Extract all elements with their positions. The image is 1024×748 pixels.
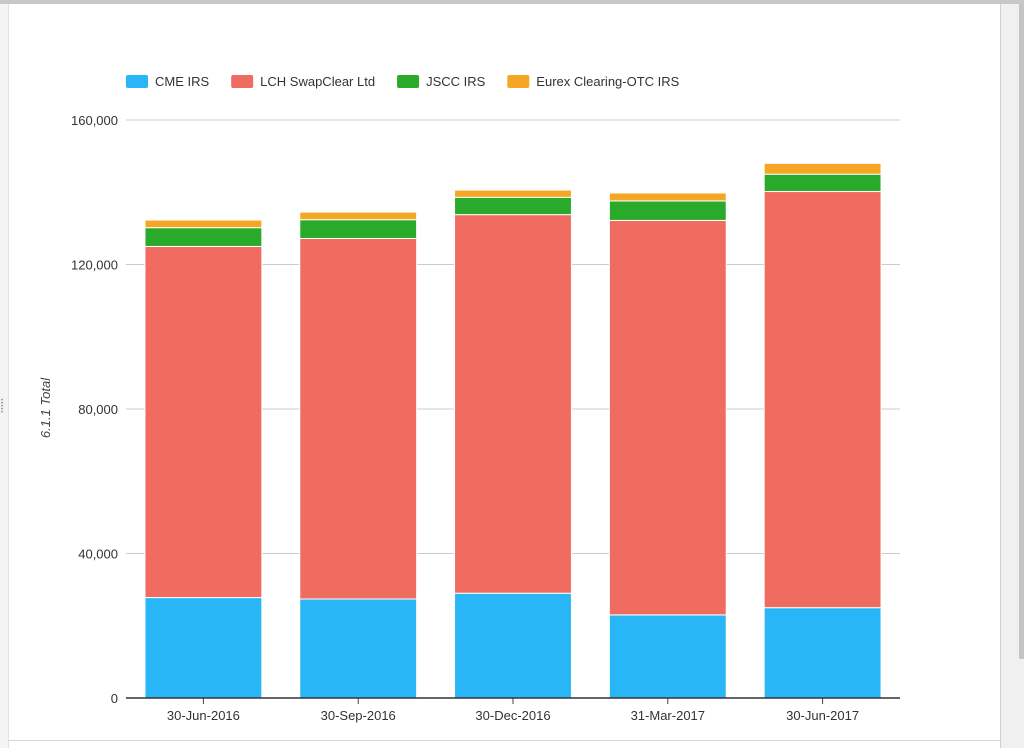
bar-segment bbox=[299, 237, 418, 600]
bar-segment bbox=[763, 607, 882, 699]
legend: CME IRS LCH SwapClear Ltd JSCC IRS Eurex Cl… bbox=[126, 74, 680, 89]
y-tick-label: 0 bbox=[111, 691, 118, 706]
bar-segment bbox=[763, 162, 882, 175]
y-tick-label: 80,000 bbox=[78, 402, 118, 417]
legend-label: LCH SwapClear Ltd bbox=[260, 74, 375, 89]
bar-segment bbox=[763, 191, 882, 609]
x-tick-label: 30-Sep-2016 bbox=[321, 708, 396, 723]
legend-label: Eurex Clearing-OTC IRS bbox=[536, 74, 679, 89]
legend-label: JSCC IRS bbox=[426, 74, 486, 89]
bar-segment bbox=[299, 598, 418, 699]
bar-segment bbox=[454, 189, 572, 198]
scrollbar[interactable] bbox=[1019, 4, 1024, 659]
x-tick-label: 30-Jun-2016 bbox=[167, 708, 240, 723]
bar-segment bbox=[144, 227, 263, 247]
bottom-border bbox=[8, 740, 1000, 741]
bar-segment bbox=[299, 219, 418, 239]
x-tick-label: 30-Jun-2017 bbox=[786, 708, 859, 723]
bar-segment bbox=[454, 592, 572, 699]
x-tick-label: 31-Mar-2017 bbox=[631, 708, 705, 723]
bar-segment bbox=[144, 597, 263, 699]
legend-swatch bbox=[126, 75, 148, 88]
bar-segment bbox=[144, 219, 263, 229]
y-tick-label: 40,000 bbox=[78, 547, 118, 562]
y-axis-title: 6.1.1 Total bbox=[38, 377, 53, 438]
left-gutter: • • • • • bbox=[0, 4, 9, 748]
x-tick-label: 30-Dec-2016 bbox=[475, 708, 550, 723]
y-axis-ticks: 0 40,000 80,000 120,000 160,000 bbox=[71, 113, 118, 706]
bar-segment bbox=[608, 614, 727, 699]
window-top-border bbox=[0, 0, 1024, 4]
bars bbox=[144, 162, 882, 699]
x-axis-ticks: 30-Jun-2016 30-Sep-2016 30-Dec-2016 31-Mar-… bbox=[126, 697, 900, 723]
legend-label: CME IRS bbox=[155, 74, 210, 89]
legend-swatch bbox=[507, 75, 530, 88]
bar-segment bbox=[608, 219, 727, 616]
y-tick-label: 120,000 bbox=[71, 258, 118, 273]
resize-grip-icon[interactable]: • • • • • bbox=[1, 398, 4, 416]
bar-segment bbox=[608, 200, 727, 221]
y-tick-label: 160,000 bbox=[71, 113, 118, 128]
bar-segment bbox=[608, 192, 727, 202]
bar-segment bbox=[144, 245, 263, 599]
bar-segment bbox=[454, 196, 572, 216]
bar-segment bbox=[454, 214, 572, 594]
bar-segment bbox=[299, 211, 418, 221]
bar-segment bbox=[763, 173, 882, 193]
legend-swatch bbox=[397, 75, 420, 88]
legend-swatch bbox=[231, 75, 254, 88]
